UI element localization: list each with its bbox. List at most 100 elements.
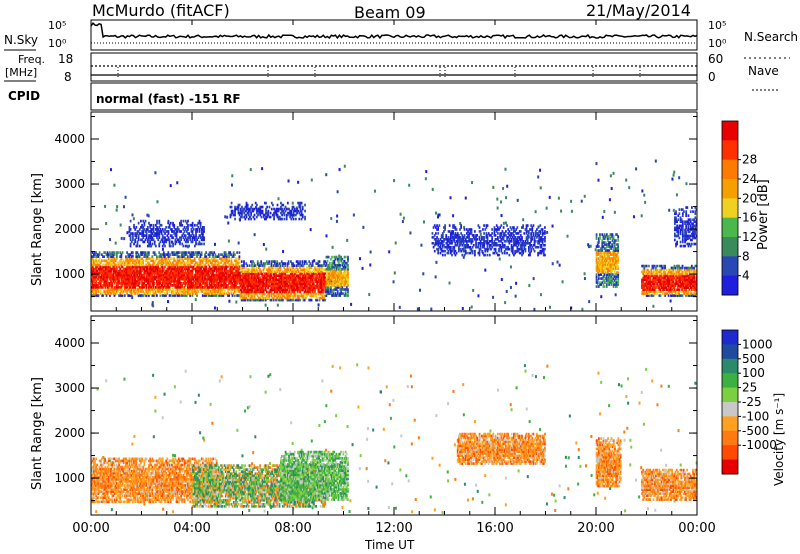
noise-pixel [463, 225, 466, 229]
power-cell [278, 288, 281, 292]
power-cell [275, 266, 277, 269]
power-cell [233, 284, 236, 287]
power-cell [452, 226, 454, 229]
power-cell [163, 240, 165, 244]
power-cell [105, 263, 108, 267]
power-cell [260, 215, 263, 219]
power-cell [324, 288, 327, 292]
power-cell [460, 238, 463, 241]
power-cell [95, 292, 98, 295]
power-cell [209, 294, 212, 297]
power-cell [119, 269, 122, 273]
power-cell [127, 269, 130, 273]
power-cell [180, 223, 182, 227]
power-cell [283, 286, 285, 290]
power-cell [247, 276, 250, 280]
power-cell [221, 271, 224, 275]
power-cell [286, 298, 289, 302]
power-cell [143, 223, 146, 227]
power-cell [200, 269, 203, 273]
power-cell [137, 259, 140, 263]
power-cell [92, 261, 95, 265]
power-cell [333, 261, 336, 265]
power-cell [441, 243, 444, 247]
power-cell [298, 203, 301, 207]
power-cell [307, 282, 309, 286]
noise-pixel [672, 173, 675, 177]
power-cell [345, 286, 348, 289]
power-cell [344, 292, 347, 295]
noise-pixel [509, 285, 512, 289]
power-cell [256, 280, 259, 284]
power-cell [264, 201, 266, 205]
power-cell [220, 277, 222, 281]
power-cell [263, 284, 266, 288]
power-cell [164, 292, 166, 295]
power-cell [141, 232, 143, 235]
power-cell [239, 294, 242, 298]
power-cell [262, 292, 265, 296]
noise-pixel [583, 272, 586, 276]
power-cell [223, 292, 226, 295]
power-cell [300, 288, 303, 292]
power-cell [172, 267, 174, 271]
power-cell [109, 284, 111, 287]
power-cell [516, 247, 519, 251]
power-cell [276, 274, 279, 278]
power-cell [217, 284, 220, 287]
power-cell [213, 269, 216, 273]
power-cell [161, 238, 164, 242]
power-cell [319, 286, 322, 290]
power-cell [303, 292, 306, 296]
power-cell [492, 241, 495, 245]
power-cell [137, 253, 140, 256]
power-cell [90, 255, 93, 259]
power-cell [128, 225, 131, 229]
power-cell [336, 286, 339, 289]
power-cell [341, 292, 344, 295]
power-cell [138, 271, 141, 275]
power-cell [150, 257, 153, 261]
power-cell [127, 279, 130, 283]
power-cell [166, 261, 169, 265]
power-cell [480, 236, 483, 239]
power-cell [291, 274, 293, 278]
power-cell [189, 271, 191, 275]
noise-pixel [122, 205, 125, 209]
power-cell [162, 277, 165, 281]
power-cell [457, 238, 460, 241]
power-cell [341, 276, 344, 279]
power-cell [156, 271, 158, 275]
power-cell [152, 284, 155, 287]
power-cell [252, 207, 255, 211]
power-cell [247, 288, 250, 292]
power-cell [303, 260, 306, 263]
power-cell [178, 277, 181, 281]
power-cell [333, 255, 336, 259]
power-cell [168, 253, 171, 256]
noise-pixel [608, 198, 611, 202]
power-cell [474, 230, 476, 233]
power-cell [135, 244, 138, 248]
power-cell [179, 221, 181, 225]
power-cell [237, 275, 240, 279]
power-cell [146, 257, 149, 261]
power-cell [310, 294, 313, 298]
power-cell [272, 260, 275, 263]
power-cell [227, 271, 229, 275]
power-cell [126, 279, 128, 283]
power-cell [97, 273, 100, 277]
power-cell [113, 271, 116, 275]
power-cell [91, 265, 94, 269]
power-cell [221, 265, 224, 269]
power-cell [198, 284, 201, 287]
power-cell [123, 269, 126, 273]
power-cell [138, 286, 141, 289]
power-cell [288, 278, 291, 282]
power-cell [129, 219, 132, 223]
power-cell [146, 251, 149, 254]
power-cell [221, 294, 224, 297]
power-cell [344, 280, 347, 283]
power-cell [231, 277, 234, 281]
power-cell [213, 267, 216, 271]
